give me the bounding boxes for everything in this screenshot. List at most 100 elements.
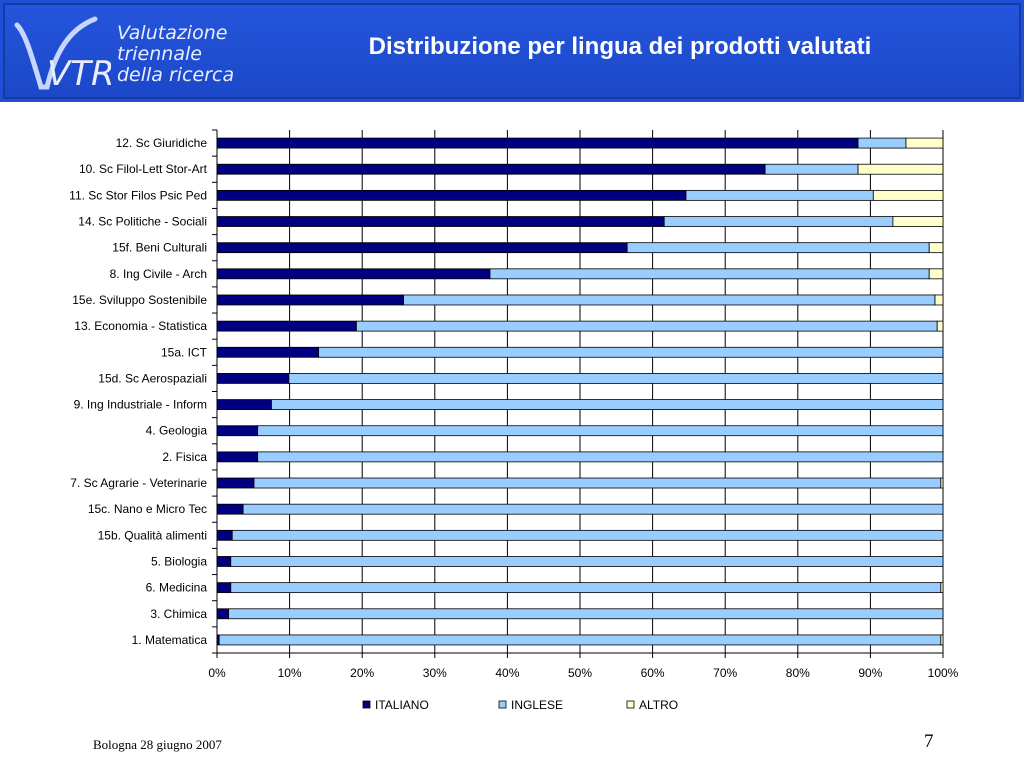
bar-segment bbox=[242, 503, 944, 515]
bar-segment bbox=[230, 556, 944, 567]
category-label: 5. Biologia bbox=[151, 554, 207, 568]
bar-segment bbox=[216, 294, 404, 306]
bar-segment bbox=[872, 189, 944, 201]
bar-segment bbox=[216, 242, 628, 254]
legend-swatch bbox=[626, 700, 635, 709]
bar-segment bbox=[288, 373, 944, 384]
bar-segment bbox=[940, 582, 944, 594]
bar-segment bbox=[216, 503, 244, 515]
legend-swatch bbox=[362, 700, 371, 709]
bar-segment bbox=[216, 346, 320, 358]
category-label: 10. Sc Filol-Lett Stor-Art bbox=[79, 162, 208, 176]
bar-segment bbox=[218, 634, 942, 646]
x-tick-label: 60% bbox=[641, 666, 665, 680]
bar-segment bbox=[685, 189, 874, 201]
bar-segment bbox=[355, 320, 938, 332]
bar-segment bbox=[216, 451, 259, 463]
category-label: 6. Medicina bbox=[146, 581, 208, 595]
logo-line-3: della ricerca bbox=[117, 64, 235, 86]
x-tick-label: 40% bbox=[495, 666, 519, 680]
bar-segment bbox=[216, 189, 687, 201]
grid-layer bbox=[212, 129, 944, 658]
slide-title: Distribuzione per lingua dei prodotti va… bbox=[368, 33, 872, 60]
bar-segment bbox=[764, 163, 859, 175]
bar-segment bbox=[216, 320, 357, 332]
legend-label: ALTRO bbox=[639, 698, 678, 712]
bar-segment bbox=[857, 137, 907, 149]
bar-segment bbox=[216, 137, 859, 149]
x-tick-label: 80% bbox=[786, 666, 810, 680]
x-tick-label: 30% bbox=[423, 666, 447, 680]
bar-segment bbox=[892, 216, 944, 227]
category-label: 9. Ing Industriale - Inform bbox=[74, 398, 207, 412]
category-label: 13. Economia - Statistica bbox=[74, 319, 207, 333]
bar-segment bbox=[216, 608, 230, 620]
x-tick-label: 70% bbox=[713, 666, 737, 680]
bar-segment bbox=[626, 242, 930, 254]
x-tick-label: 10% bbox=[278, 666, 302, 680]
x-tick-label: 0% bbox=[208, 666, 226, 680]
category-label: 7. Sc Agrarie - Veterinarie bbox=[70, 476, 207, 490]
bar-segment bbox=[216, 399, 272, 410]
bar-segment bbox=[216, 477, 255, 489]
x-tick-labels: 0% 10% 20% 30% 40% 50% 60% 70% 80% 90% 100% bbox=[208, 666, 958, 680]
category-label: 15b. Qualità alimenti bbox=[98, 528, 207, 542]
category-label: 15e. Sviluppo Sostenibile bbox=[72, 293, 207, 307]
category-label: 15a. ICT bbox=[161, 345, 208, 359]
legend-swatch bbox=[498, 700, 507, 709]
bar-segment bbox=[928, 242, 944, 254]
bar-segment bbox=[940, 634, 944, 646]
category-label: 2. Fisica bbox=[162, 450, 207, 464]
bar-segment bbox=[216, 582, 232, 594]
logo-line-2: triennale bbox=[117, 43, 202, 65]
x-tick-label: 90% bbox=[858, 666, 882, 680]
category-label: 15c. Nano e Micro Tec bbox=[88, 502, 207, 516]
bar-segment bbox=[216, 373, 290, 384]
x-tick-label: 50% bbox=[568, 666, 592, 680]
bar-segment bbox=[216, 556, 232, 567]
bar-segment bbox=[216, 163, 766, 175]
bar-segment bbox=[216, 425, 259, 437]
bar-segment bbox=[934, 294, 944, 306]
category-label: 1. Matematica bbox=[132, 633, 208, 647]
footer-text: Bologna 28 giugno 2007 bbox=[93, 737, 222, 752]
bar-segment bbox=[230, 582, 942, 594]
bar-segment bbox=[936, 320, 944, 332]
legend-label: ITALIANO bbox=[375, 698, 429, 712]
bar-segment bbox=[216, 216, 665, 227]
chart-legend: ITALIANO INGLESE ALTRO bbox=[362, 698, 678, 712]
bar-segment bbox=[489, 268, 930, 280]
bar-segment bbox=[663, 216, 894, 227]
x-tick-label: 20% bbox=[350, 666, 374, 680]
bars-layer bbox=[216, 137, 944, 646]
bar-segment bbox=[940, 477, 944, 489]
logo-mark-text: VTR bbox=[47, 54, 111, 94]
bar-segment bbox=[231, 529, 944, 541]
category-label: 8. Ing Civile - Arch bbox=[110, 267, 207, 281]
category-label: 14. Sc Politiche - Sociali bbox=[78, 215, 207, 229]
x-tick-label: 100% bbox=[928, 666, 959, 680]
category-label: 3. Chimica bbox=[150, 607, 207, 621]
category-label: 4. Geologia bbox=[146, 424, 208, 438]
vtr-logo-icon: VTR bbox=[14, 16, 111, 94]
bar-segment bbox=[257, 451, 944, 463]
bar-segment bbox=[216, 529, 233, 541]
legend-label: INGLESE bbox=[511, 698, 563, 712]
category-label: 11. Sc Stor Filos Psic Ped bbox=[69, 188, 207, 202]
bar-segment bbox=[216, 268, 491, 280]
slide-header: VTR Valutazione triennale della ricerca … bbox=[0, 0, 1024, 102]
bar-segment bbox=[403, 294, 936, 306]
logo-text: Valutazione triennale della ricerca bbox=[117, 23, 234, 86]
bar-segment bbox=[905, 137, 944, 149]
bar-segment bbox=[928, 268, 944, 280]
category-label: 12. Sc Giuridiche bbox=[116, 136, 208, 150]
bar-segment bbox=[318, 346, 944, 358]
bar-segment bbox=[253, 477, 942, 489]
bar-segment bbox=[228, 608, 944, 620]
logo-line-1: Valutazione bbox=[117, 22, 228, 44]
category-label: 15d. Sc Aerospaziali bbox=[98, 371, 207, 385]
category-label: 15f. Beni Culturali bbox=[112, 241, 207, 255]
bar-segment bbox=[257, 425, 944, 437]
category-labels: 12. Sc Giuridiche 10. Sc Filol-Lett Stor-… bbox=[69, 136, 208, 647]
bar-segment bbox=[857, 163, 944, 175]
